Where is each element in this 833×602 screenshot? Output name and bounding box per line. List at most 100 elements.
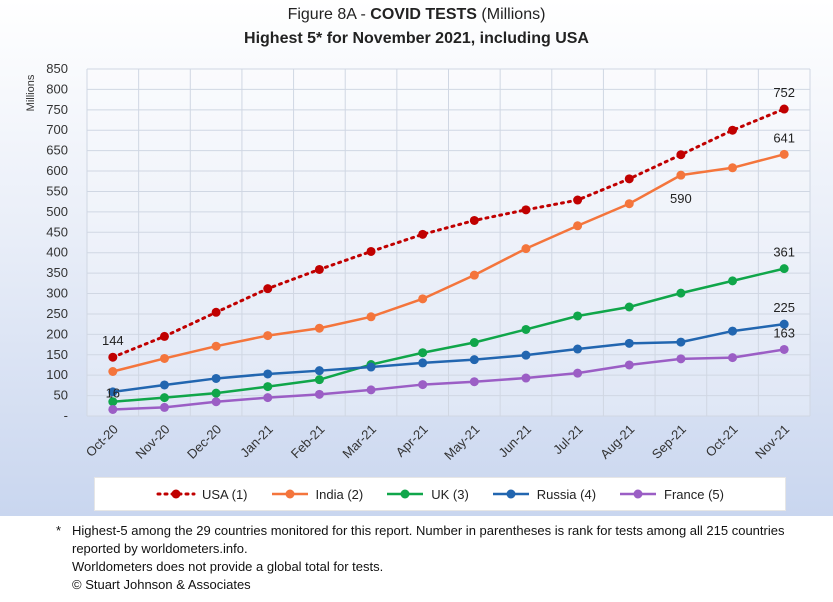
data-point <box>521 244 531 254</box>
data-point <box>366 246 376 256</box>
data-point <box>211 373 221 383</box>
footnote-line-4: © Stuart Johnson & Associates <box>72 577 251 592</box>
data-point <box>573 221 583 231</box>
legend-swatch <box>620 489 657 499</box>
line-chart: - 50 100 150 200 250 300 350 400 450 500 550 600 650 7… <box>25 61 811 463</box>
data-point <box>314 366 324 376</box>
data-point <box>314 375 324 385</box>
data-point <box>728 163 738 173</box>
x-tick-label: Apr-21 <box>393 422 431 460</box>
data-point <box>314 264 324 274</box>
chart-subtitle: Highest 5* for November 2021, including … <box>244 30 589 47</box>
data-point <box>108 367 118 377</box>
y-tick-label: 700 <box>46 122 68 137</box>
legend-entry: Russia (4) <box>491 487 596 502</box>
data-point <box>521 373 531 383</box>
data-point <box>314 389 324 399</box>
legend-swatch <box>271 489 308 499</box>
series-line <box>111 107 786 359</box>
x-tick-label: May-21 <box>441 422 482 463</box>
data-point <box>263 331 273 341</box>
data-point <box>366 312 376 322</box>
data-point <box>211 307 221 317</box>
legend-label: Russia (4) <box>536 486 597 502</box>
y-tick-label: 250 <box>46 306 68 321</box>
data-point <box>469 377 479 387</box>
data-point <box>159 402 169 412</box>
data-point <box>263 284 273 294</box>
series-line <box>112 267 785 403</box>
data-point <box>211 397 221 407</box>
legend-marker <box>506 489 516 499</box>
data-label: 144 <box>102 333 124 348</box>
data-point <box>521 350 531 360</box>
data-point <box>211 341 221 351</box>
footnote-text-1: Highest-5 among the 29 countries monitor… <box>72 523 785 538</box>
x-tick-label: Mar-21 <box>339 422 379 462</box>
legend-marker <box>400 489 410 499</box>
data-point <box>366 385 376 395</box>
data-point <box>418 229 428 239</box>
legend-label: India (2) <box>315 486 364 502</box>
footnote-line-3: Worldometers does not provide a global t… <box>72 559 384 574</box>
chart-title: Figure 8A - COVID TESTS (Millions) <box>0 6 833 24</box>
data-point <box>624 199 634 209</box>
data-point <box>779 344 789 354</box>
data-point <box>418 380 428 390</box>
data-point <box>108 397 118 407</box>
x-tick-label: Oct-21 <box>702 422 740 460</box>
x-tick-label: Sep-21 <box>649 422 689 462</box>
legend-swatch <box>492 489 529 499</box>
data-point <box>624 302 634 312</box>
y-tick-label: 400 <box>46 245 68 260</box>
legend-marker <box>285 489 295 499</box>
chart-legend: USA (1) India (2) UK (3) Russia (4) France (… <box>94 477 786 511</box>
footnote-line-2: reported by worldometers.info. <box>72 541 248 556</box>
footnote-line-1: * Highest-5 among the 29 countries monito… <box>56 522 826 540</box>
legend-marker <box>171 489 181 499</box>
data-point <box>779 264 789 274</box>
x-tick-label: Jul-21 <box>550 422 586 458</box>
legend-entry: USA (1) <box>156 487 248 502</box>
data-point <box>159 331 169 341</box>
data-point <box>728 276 738 286</box>
y-tick-label: 350 <box>46 265 68 280</box>
legend-entry: France (5) <box>618 487 724 502</box>
data-point <box>573 311 583 321</box>
series-line <box>112 322 785 394</box>
data-point <box>521 205 531 215</box>
data-label: 752 <box>773 85 795 100</box>
footnotes: * Highest-5 among the 29 countries monito… <box>56 522 826 594</box>
data-point <box>108 387 118 397</box>
data-label: 16 <box>106 385 120 400</box>
y-tick-label: 850 <box>46 61 68 76</box>
data-point <box>573 195 583 205</box>
data-point <box>418 348 428 358</box>
data-point <box>728 353 738 363</box>
data-point <box>624 360 634 370</box>
y-tick-label: 300 <box>46 286 68 301</box>
y-tick-label: 800 <box>46 81 68 96</box>
x-tick-label: Nov-21 <box>752 422 792 462</box>
data-point <box>469 270 479 280</box>
data-point <box>108 404 118 414</box>
y-tick-label: 200 <box>46 326 68 341</box>
y-tick-label: - <box>64 408 68 423</box>
legend-label: UK (3) <box>431 486 469 502</box>
data-point <box>159 380 169 390</box>
data-point <box>418 358 428 368</box>
data-point <box>366 362 376 372</box>
legend-swatch <box>156 489 196 499</box>
data-point <box>624 338 634 348</box>
data-point <box>263 369 273 379</box>
data-point <box>728 326 738 336</box>
data-label: 225 <box>773 300 795 315</box>
data-point <box>676 150 686 160</box>
data-point <box>779 104 789 114</box>
series-line <box>112 348 785 411</box>
y-tick-label: 750 <box>46 102 68 117</box>
data-point <box>779 149 789 159</box>
y-tick-label: 50 <box>54 388 68 403</box>
y-tick-label: 100 <box>46 367 68 382</box>
legend-entry: India (2) <box>270 486 364 502</box>
